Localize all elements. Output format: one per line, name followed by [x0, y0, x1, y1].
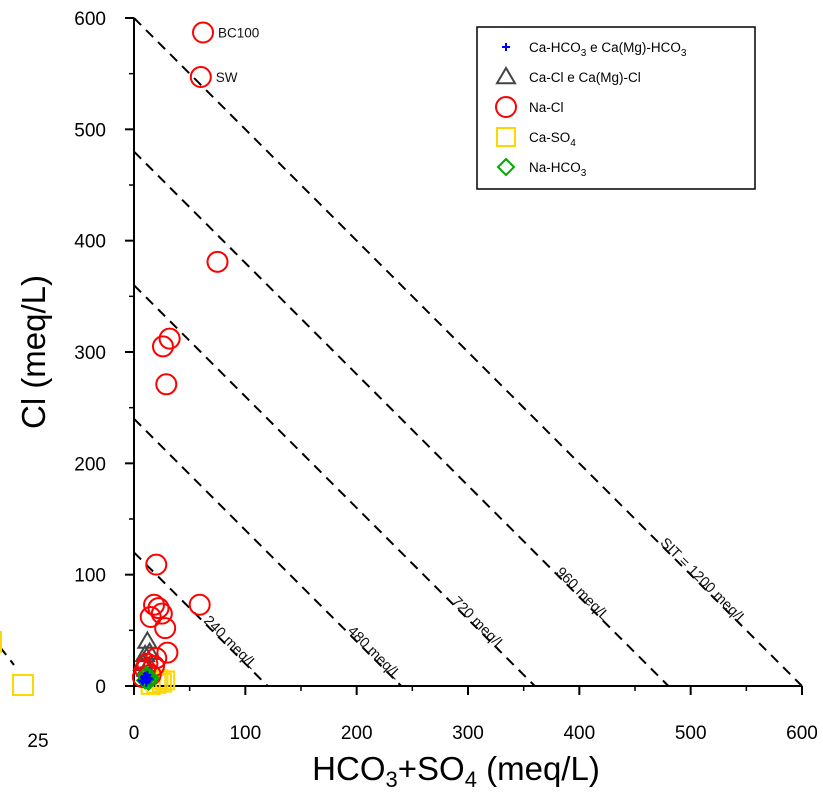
- x-tick-label: 500: [675, 723, 707, 744]
- x-tick-label: 200: [341, 723, 373, 744]
- legend: Ca-HCO3 e Ca(Mg)-HCO3 Ca-Cl e Ca(Mg)-Cl Na…: [476, 26, 756, 190]
- na-cl-marker: [189, 66, 212, 89]
- x-tick-label: 300: [452, 723, 484, 744]
- x-axis-title: HCO3+SO4 (meq/L): [312, 750, 600, 792]
- left-panel-tick-label: 25: [27, 731, 48, 752]
- axes: 0 100 200 300 400 500 600 0 100 200 300 400 500 600: [74, 9, 818, 744]
- y-tick-label: 0: [95, 677, 106, 698]
- isoline-label: 720 meq/L: [448, 594, 508, 654]
- na-cl-marker: [150, 602, 173, 625]
- point-annotation: SW: [216, 70, 238, 85]
- legend-label: Ca-SO4: [529, 130, 576, 149]
- y-tick-label: 100: [74, 566, 106, 587]
- ca-hco3-marker: [143, 670, 152, 679]
- ca-hco3-marker: [137, 676, 146, 685]
- isoline-label: 240 meq/L: [200, 613, 260, 673]
- na-cl-marker: [151, 335, 174, 358]
- na-cl-marker: [139, 605, 162, 628]
- ca-so4-marker: [496, 127, 516, 147]
- na-cl-marker: [155, 373, 178, 396]
- ca-hco3-marker: [502, 43, 510, 51]
- isoline: [133, 150, 670, 687]
- na-cl-marker: [158, 327, 181, 350]
- isoline: [133, 551, 269, 687]
- data-points: [131, 21, 229, 695]
- y-tick-label: 300: [74, 343, 106, 364]
- isoline-label: 480 meq/L: [344, 623, 404, 683]
- legend-label: Na-Cl: [529, 100, 564, 115]
- x-tick-label: 600: [786, 723, 818, 744]
- ca-hco3-marker: [145, 675, 154, 684]
- annotations: BC100 SW: [216, 25, 260, 85]
- isoline: [133, 418, 402, 687]
- left-partial-panel: 25: [0, 631, 49, 752]
- legend-box: [476, 26, 756, 190]
- legend-label: Na-HCO3: [529, 160, 587, 179]
- y-tick-label: 200: [74, 454, 106, 475]
- isoline-label: 960 meq/L: [552, 564, 612, 624]
- na-hco3-marker: [496, 157, 516, 177]
- y-tick-label: 600: [74, 9, 106, 30]
- y-tick-label: 500: [74, 120, 106, 141]
- ca-cl-marker: [495, 66, 517, 85]
- isoline-label: SIT = 1200 meq/L: [657, 535, 750, 628]
- na-cl-marker: [154, 617, 177, 640]
- na-cl-marker: [495, 96, 517, 118]
- x-tick-label: 400: [563, 723, 595, 744]
- legend-label: Ca-Cl e Ca(Mg)-Cl: [529, 70, 641, 85]
- na-cl-marker: [188, 593, 211, 616]
- ca-cl-marker: [138, 641, 161, 660]
- na-cl-marker: [192, 21, 215, 44]
- na-cl-marker: [145, 647, 168, 670]
- isoline: [133, 284, 536, 687]
- x-tick-label: 0: [129, 723, 140, 744]
- left-panel-ca-so4-marker: [12, 674, 34, 696]
- left-panel-isoline: [0, 646, 15, 666]
- na-cl-marker: [156, 641, 179, 664]
- left-panel-partial-marker: [0, 631, 2, 653]
- isoline: [133, 17, 803, 687]
- y-tick-label: 400: [74, 232, 106, 253]
- na-cl-marker: [145, 553, 168, 576]
- y-axis-title: Cl (meq/L): [15, 275, 52, 429]
- legend-label: Ca-HCO3 e Ca(Mg)-HCO3: [529, 40, 687, 59]
- na-cl-marker: [206, 250, 229, 273]
- x-tick-label: 100: [229, 723, 261, 744]
- point-annotation: BC100: [218, 25, 259, 40]
